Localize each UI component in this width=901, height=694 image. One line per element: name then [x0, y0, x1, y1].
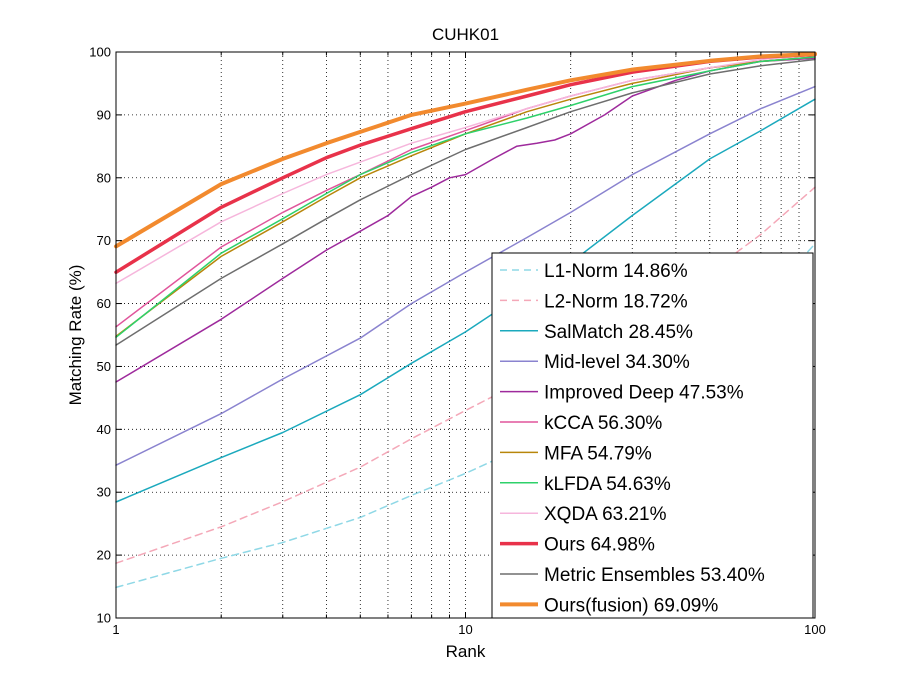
series-line: [115, 58, 816, 346]
y-tick-label: 10: [97, 611, 111, 626]
legend-box: [491, 252, 814, 619]
legend-label: MFA 54.79%: [544, 443, 652, 464]
legend-label: Ours 64.98%: [544, 535, 655, 556]
legend-label: XQDA 63.21%: [544, 504, 667, 525]
legend-label: L1-Norm 14.86%: [544, 261, 688, 282]
legend-label: SalMatch 28.45%: [544, 322, 693, 343]
legend-label: L2-Norm 18.72%: [544, 291, 688, 312]
y-tick-label: 50: [97, 359, 111, 374]
chart-title: CUHK01: [432, 25, 499, 44]
legend-label: kLFDA 54.63%: [544, 474, 671, 495]
y-tick-label: 30: [97, 485, 111, 500]
y-axis-title: Matching Rate (%): [66, 265, 85, 406]
x-tick-label: 1: [112, 622, 119, 637]
y-tick-label: 20: [97, 548, 111, 563]
y-tick-label: 70: [97, 233, 111, 248]
series-line: [115, 54, 816, 285]
y-tick-label: 40: [97, 422, 111, 437]
series-line: [114, 51, 817, 249]
legend: L1-Norm 14.86% L2-Norm 18.72% SalMatch 28.…: [491, 252, 814, 619]
y-tick-label: 100: [89, 45, 111, 60]
legend-label: kCCA 56.30%: [544, 413, 662, 434]
series-line: [115, 56, 816, 339]
x-tick-label: 10: [458, 622, 472, 637]
y-tick-label: 90: [97, 107, 111, 122]
legend-label: Improved Deep 47.53%: [544, 383, 744, 404]
legend-label: Metric Ensembles 53.40%: [544, 565, 765, 586]
legend-label: Mid-level 34.30%: [544, 352, 690, 373]
x-axis-title: Rank: [446, 642, 486, 661]
x-tick-label: 100: [804, 622, 826, 637]
y-tick-label: 60: [97, 296, 111, 311]
legend-label: Ours(fusion) 69.09%: [544, 595, 718, 616]
y-tick-label: 80: [97, 170, 111, 185]
